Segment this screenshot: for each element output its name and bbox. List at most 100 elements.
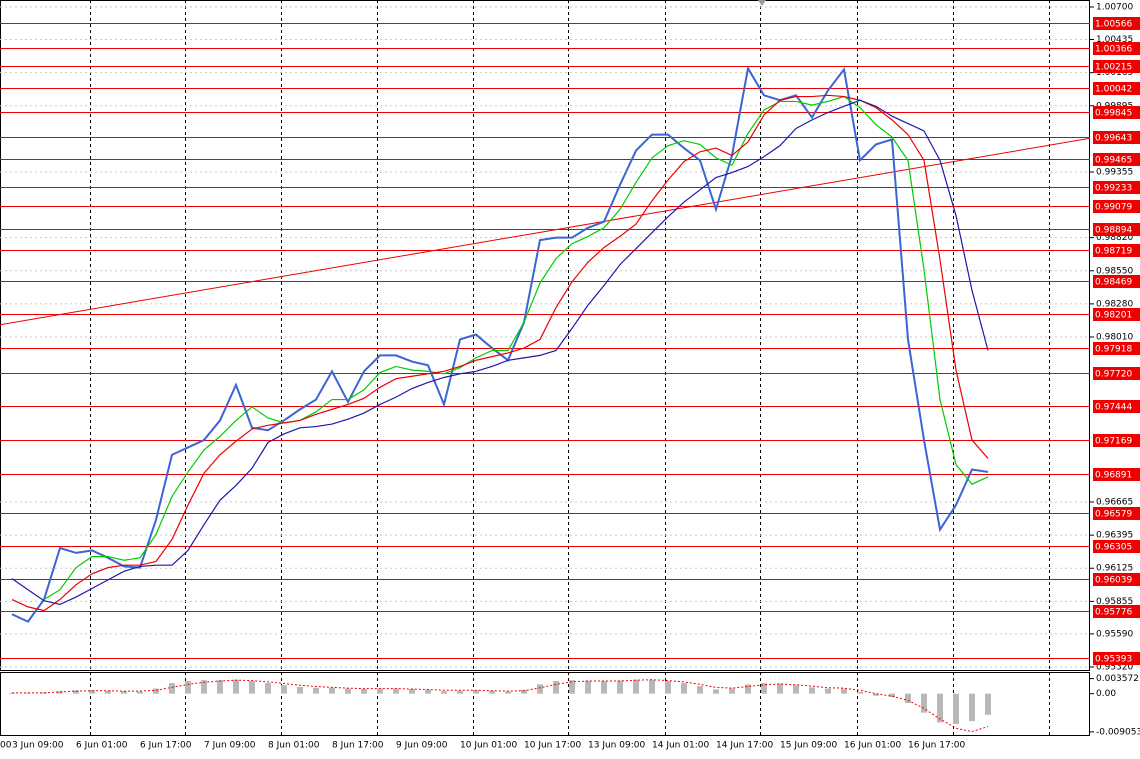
histogram-bar xyxy=(553,681,559,694)
level-label: 0.99233 xyxy=(1095,184,1132,194)
histogram-bar xyxy=(185,681,191,694)
histogram-bar xyxy=(617,680,623,694)
x-tick-label: 16 Jun 01:00 xyxy=(844,741,901,751)
x-tick-label: 15 Jun 09:00 xyxy=(780,741,837,751)
level-label: 0.96579 xyxy=(1095,510,1132,520)
histogram-bar xyxy=(857,691,863,694)
level-label: 1.00366 xyxy=(1095,45,1132,55)
signal-line xyxy=(12,679,989,733)
moving-average xyxy=(11,94,989,612)
y-tick-label: 0.96125 xyxy=(1096,564,1133,574)
level-label: 0.97444 xyxy=(1095,403,1132,413)
histogram-bar xyxy=(681,683,687,694)
level-tag xyxy=(1093,605,1140,618)
x-tick-label: 8 Jun 01:00 xyxy=(268,741,320,751)
moving-average xyxy=(43,95,989,601)
day-separators xyxy=(90,0,1050,736)
histogram-bar xyxy=(777,683,783,694)
y-tick-label: 1.00700 xyxy=(1096,3,1133,13)
x-tick-label: 10 Jun 01:00 xyxy=(460,741,517,751)
histogram-bar xyxy=(665,681,671,694)
level-label: 0.97918 xyxy=(1095,345,1132,355)
histogram-bar xyxy=(585,680,591,694)
y-tick-label: 0.98550 xyxy=(1096,266,1133,276)
histogram-bar xyxy=(137,691,143,694)
level-tag xyxy=(1093,244,1140,257)
y-tick-label: 0.99355 xyxy=(1096,168,1133,178)
histogram-bar xyxy=(105,690,111,694)
histogram-bar xyxy=(57,691,63,694)
level-tag xyxy=(1093,275,1140,288)
histogram-bar xyxy=(761,683,767,694)
x-tick-label: 7 Jun 09:00 xyxy=(204,741,256,751)
level-label: 0.96305 xyxy=(1095,543,1132,553)
x-tick-label: 9 Jun 09:00 xyxy=(396,741,448,751)
histogram-bar xyxy=(969,693,975,722)
histogram-bar xyxy=(809,687,815,694)
moving-average xyxy=(11,99,989,606)
y-tick-label: 1.00165 xyxy=(1096,68,1133,78)
histogram-bar xyxy=(377,688,383,694)
histogram-bar xyxy=(313,687,319,694)
level-tag xyxy=(1093,342,1140,355)
level-label: 0.99079 xyxy=(1095,203,1132,213)
histogram-bar xyxy=(729,688,735,694)
level-label: 0.97720 xyxy=(1095,370,1132,380)
x-tick-label: 16 Jun 17:00 xyxy=(908,741,965,751)
histogram-bar xyxy=(153,688,159,694)
histogram-bar xyxy=(985,693,991,715)
level-tag xyxy=(1093,308,1140,321)
histogram-bar xyxy=(649,679,655,694)
histogram-bar xyxy=(873,693,879,696)
level-label: 0.98201 xyxy=(1095,311,1132,321)
x-tick-label: 13 Jun 09:00 xyxy=(588,741,645,751)
level-tag xyxy=(1093,573,1140,586)
level-label: 0.95393 xyxy=(1095,655,1132,665)
level-tag xyxy=(1093,223,1140,236)
level-tag xyxy=(1093,540,1140,553)
histogram-bar xyxy=(297,686,303,694)
x-tick-label: 00 xyxy=(0,741,12,751)
level-tag xyxy=(1093,42,1140,55)
level-tag xyxy=(1093,507,1140,520)
level-tag xyxy=(1093,434,1140,447)
level-label: 1.00215 xyxy=(1095,63,1132,73)
level-label: 0.99465 xyxy=(1095,156,1132,166)
histogram-bar xyxy=(409,689,415,694)
y-tick-label: 0.96395 xyxy=(1096,531,1133,541)
histogram-bar xyxy=(41,692,47,694)
histogram-bar xyxy=(921,693,927,713)
histogram-bar xyxy=(217,680,223,694)
level-label: 1.00042 xyxy=(1095,85,1132,95)
histogram-bar xyxy=(489,690,495,694)
level-label: 0.95776 xyxy=(1095,608,1132,618)
level-label: 0.98719 xyxy=(1095,247,1132,257)
histogram-bar xyxy=(521,689,527,694)
histogram-bar xyxy=(889,693,895,698)
histogram-bar xyxy=(425,689,431,694)
level-label: 0.96039 xyxy=(1095,576,1132,586)
y-tick-label: 1.00435 xyxy=(1096,35,1133,45)
x-tick-label: 14 Jun 01:00 xyxy=(652,741,709,751)
histogram-bar xyxy=(793,685,799,694)
histogram-bar xyxy=(601,681,607,694)
y-tick-label: -0.009053 xyxy=(1096,727,1140,737)
histogram-bar xyxy=(265,683,271,694)
y-tick-label: 0.98820 xyxy=(1096,233,1133,243)
level-tag xyxy=(1093,200,1140,213)
main-frame xyxy=(0,0,1090,671)
level-label: 0.99643 xyxy=(1095,134,1132,144)
histogram-bar xyxy=(745,684,751,694)
level-tag xyxy=(1093,60,1140,73)
level-label: 0.98469 xyxy=(1095,278,1132,288)
histogram-bar xyxy=(697,686,703,694)
level-label: 1.00566 xyxy=(1095,20,1132,30)
y-tick-label: 0.98010 xyxy=(1096,333,1133,343)
x-tick-label: 14 Jun 17:00 xyxy=(716,741,773,751)
histogram-bar xyxy=(953,693,959,725)
histogram-bar xyxy=(825,688,831,694)
level-tag xyxy=(1093,82,1140,95)
histogram-bar xyxy=(233,679,239,694)
